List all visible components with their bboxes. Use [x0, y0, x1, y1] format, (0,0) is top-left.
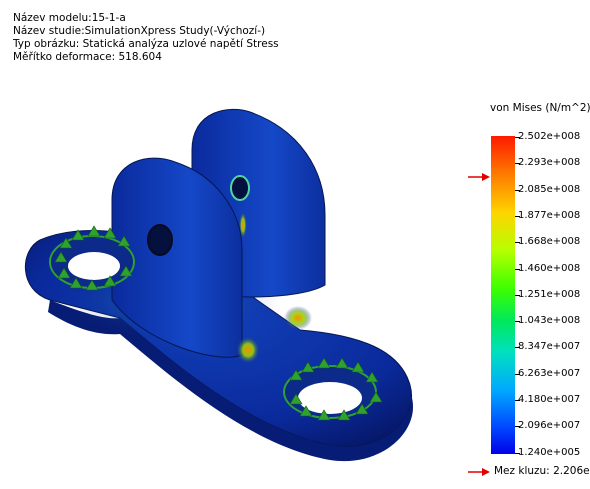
- legend-tick-label: 1.460e+008: [514, 262, 581, 274]
- right-hole-fixture: [283, 357, 383, 421]
- yield-marker-icon: [468, 173, 490, 181]
- yield-legend-arrow-icon: [468, 468, 490, 476]
- legend-tick-label: 1.043e+008: [514, 315, 581, 327]
- legend-tick-label: 4.180e+007: [514, 394, 581, 405]
- front-lug: [111, 157, 260, 364]
- legend-tick-label: 1.251e+008: [514, 288, 581, 300]
- stress-colorbar: [491, 136, 515, 454]
- left-hole-fixture: [49, 225, 135, 291]
- plot-type-text: Typ obrázku: Statická analýza uzlové nap…: [13, 38, 279, 50]
- yield-strength-label: Mez kluzu: 2.206e+: [494, 465, 590, 477]
- legend-tick-label: 8.347e+007: [514, 341, 581, 353]
- model-name-text: Název modelu:15-1-a: [13, 12, 126, 24]
- deformation-scale-text: Měřítko deformace: 518.604: [13, 51, 162, 63]
- study-name-text: Název studie:SimulationXpress Study(-Výc…: [13, 25, 266, 37]
- legend-tick-label: 2.085e+008: [514, 183, 581, 195]
- legend-tick-label: 1.877e+008: [514, 209, 581, 221]
- model-viewport[interactable]: [0, 0, 480, 489]
- legend-tick-label: 6.263e+007: [514, 367, 581, 379]
- legend-tick-label: 2.096e+007: [514, 420, 581, 432]
- plot-info: Název modelu:15-1-a Název studie:Simulat…: [13, 12, 279, 64]
- legend-title: von Mises (N/m^2): [490, 102, 590, 114]
- legend-tick-label: 1.668e+008: [514, 236, 581, 248]
- legend-tick-label: 2.502e+008: [514, 131, 581, 142]
- legend-tick-label: 2.293e+008: [514, 157, 581, 169]
- legend-tick-label: 1.240e+005: [514, 446, 581, 458]
